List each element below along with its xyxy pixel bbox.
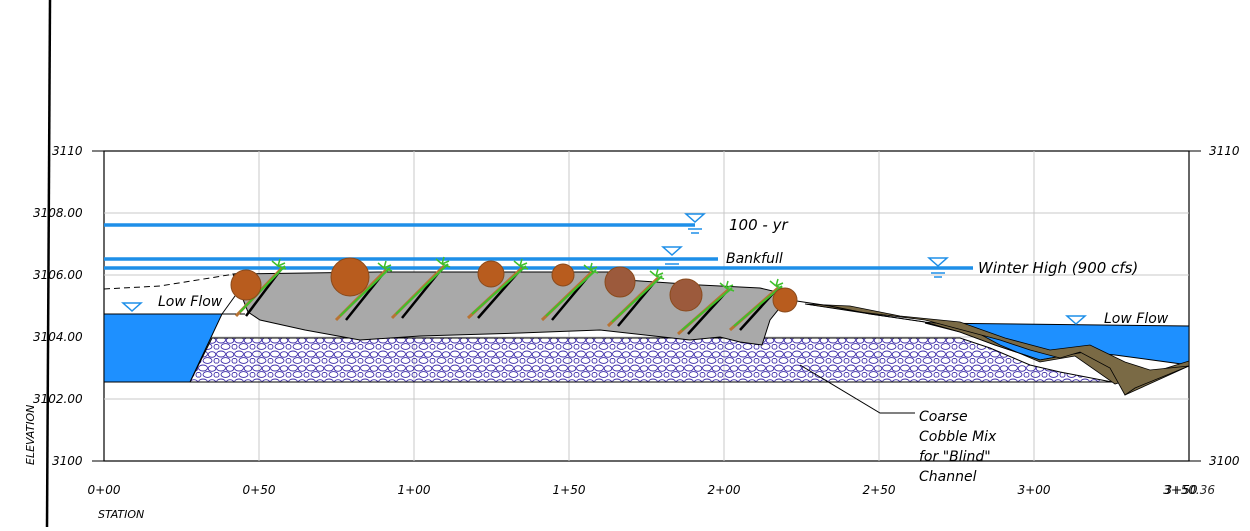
x-label: 0+00	[88, 483, 121, 497]
x-label: 1+50	[553, 483, 586, 497]
log	[669, 278, 703, 312]
brush-unit	[606, 268, 665, 328]
marker-100yr	[684, 213, 706, 234]
x-label: 3+50	[1165, 483, 1198, 497]
y-label: 3110	[52, 144, 83, 158]
x-axis-title: STATION	[98, 508, 144, 521]
callout-line: Channel	[919, 469, 977, 485]
plot-frame	[103, 150, 1190, 462]
y-axis-title: ELEVATION	[24, 405, 37, 465]
cobble-layer	[189, 337, 1113, 383]
log	[772, 287, 798, 313]
marker-low-flow-right	[1065, 315, 1087, 326]
callout-line: for "Blind"	[919, 449, 991, 465]
x-end-label: 3+50.36	[1163, 483, 1215, 497]
y-label: 3102.00	[33, 392, 83, 406]
callout-line: Cobble Mix	[919, 429, 997, 445]
marker-low-flow-left	[121, 302, 143, 313]
left-low-flow-water	[103, 313, 223, 383]
engineered-fill	[232, 271, 791, 346]
callout-line: Coarse	[919, 409, 968, 425]
existing-ground-dashed	[103, 272, 241, 290]
marker-winter-high	[927, 257, 949, 278]
y-label: 3106.00	[33, 268, 83, 282]
marker-bankfull	[661, 246, 683, 269]
label-low-flow-left: Low Flow	[158, 294, 223, 310]
callout-leader	[799, 364, 915, 414]
log	[230, 269, 262, 301]
y-axis-labels-right: 3110 3100	[1209, 144, 1240, 468]
y-label-right: 3110	[1209, 144, 1240, 158]
x-label: 1+00	[398, 483, 431, 497]
log	[477, 260, 505, 288]
brush-unit	[334, 260, 393, 322]
y-label: 3104.00	[33, 330, 83, 344]
x-label: 2+00	[708, 483, 741, 497]
sheet-border-left	[45, 0, 52, 528]
callout-text: Coarse Cobble Mix for "Blind" Channel	[919, 409, 997, 485]
log	[330, 257, 370, 297]
brush-unit	[466, 258, 529, 320]
water-level-labels: 100 - yr Bankfull Winter High (900 cfs) …	[158, 216, 1169, 327]
y-axis-labels-left: 3110 3108.00 3106.00 3104.00 3102.00 310…	[33, 144, 83, 468]
log	[551, 263, 575, 287]
x-label: 2+50	[863, 483, 896, 497]
logs	[230, 257, 798, 313]
axis-ticks	[92, 150, 1201, 462]
x-axis-labels: 0+00 0+50 1+00 1+50 2+00 2+50 3+00 3+50 …	[88, 483, 1216, 497]
label-winter-high: Winter High (900 cfs)	[978, 259, 1138, 277]
y-label: 3100	[52, 454, 83, 468]
x-label: 3+00	[1018, 483, 1051, 497]
y-label: 3108.00	[33, 206, 83, 220]
x-label: 0+50	[243, 483, 276, 497]
label-bankfull: Bankfull	[726, 251, 783, 267]
ground-line-right	[789, 299, 926, 323]
label-low-flow-right: Low Flow	[1104, 311, 1169, 327]
grid-vertical	[258, 151, 1035, 461]
brush-unit	[729, 278, 785, 332]
brush-unit	[540, 262, 599, 322]
label-100yr: 100 - yr	[729, 216, 788, 234]
right-bank-fill	[804, 303, 1190, 396]
brush-unit	[390, 256, 451, 320]
y-label-right: 3100	[1209, 454, 1240, 468]
log	[604, 266, 636, 298]
right-bank-fill-2	[804, 303, 1190, 396]
brush-unit	[677, 280, 735, 336]
